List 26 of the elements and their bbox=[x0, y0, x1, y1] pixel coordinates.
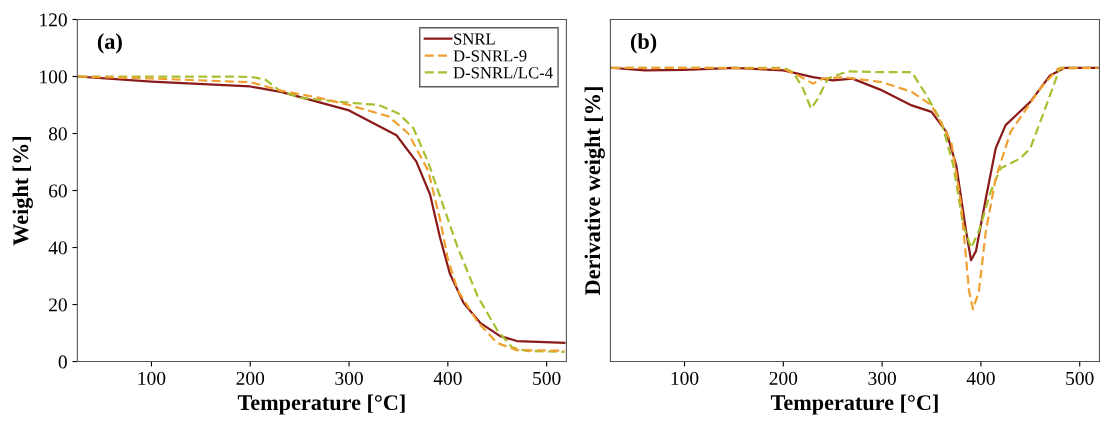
y-tick-label: 60 bbox=[49, 184, 67, 198]
x-tick-label: 200 bbox=[236, 371, 265, 385]
y-tick-label: 120 bbox=[40, 13, 67, 27]
legend-label: D-SNRL-9 bbox=[453, 50, 527, 62]
y-tick-label: 100 bbox=[40, 70, 67, 84]
x-tick-label: 500 bbox=[1066, 371, 1094, 385]
x-axis-title: Temperature [°C] bbox=[770, 394, 938, 415]
x-tick-label: 500 bbox=[533, 371, 561, 385]
x-axis-title: Temperature [°C] bbox=[237, 394, 405, 415]
y-tick-label: 80 bbox=[48, 127, 67, 141]
legend-label: SNRL bbox=[454, 33, 495, 45]
y-axis-title: Weight [%] bbox=[12, 136, 33, 246]
y-axis-title: Derivative weight [%] bbox=[584, 87, 605, 296]
y-tick-label: 20 bbox=[49, 298, 67, 312]
y-tick-label: 0 bbox=[58, 355, 67, 369]
x-tick-label: 100 bbox=[138, 371, 166, 385]
x-tick-label: 400 bbox=[433, 371, 462, 385]
y-tick-label: 40 bbox=[48, 241, 67, 255]
x-tick-label: 400 bbox=[966, 371, 995, 385]
chart-title: (b) bbox=[630, 33, 657, 54]
x-tick-label: 200 bbox=[769, 371, 798, 385]
x-tick-label: 300 bbox=[335, 371, 363, 385]
legend-label: D-SNRL/LC-4 bbox=[453, 67, 553, 79]
x-tick-label: 100 bbox=[671, 371, 699, 385]
x-tick-label: 300 bbox=[868, 371, 896, 385]
text: (a) bbox=[97, 33, 122, 54]
